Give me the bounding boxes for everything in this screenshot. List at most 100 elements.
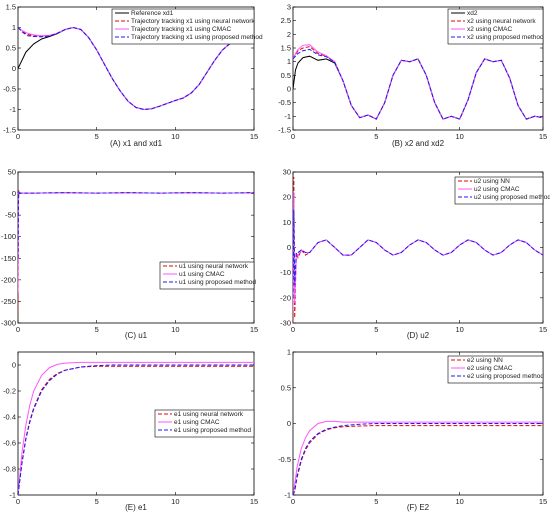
legend-label: Trajectory tracking x1 using proposed me…: [131, 34, 263, 41]
panel-caption: (B) x2 and xd2: [392, 139, 445, 148]
legend-label: x2 using CMAC: [467, 26, 512, 33]
y-tick-label: -1: [9, 491, 16, 500]
series-line: [293, 209, 543, 298]
legend-label: xd2: [467, 10, 478, 17]
y-tick-label: 30: [283, 168, 291, 177]
x-tick-label: 15: [250, 325, 258, 334]
y-tick-label: 2: [287, 30, 291, 39]
y-tick-label: -0.5: [278, 455, 291, 464]
y-tick-label: -10: [280, 268, 291, 277]
x-tick-label: 15: [539, 325, 547, 334]
x-tick-label: 0: [291, 132, 295, 141]
x-tick-label: 10: [455, 325, 463, 334]
y-tick-label: 0: [12, 64, 16, 73]
y-tick-label: -0.5: [278, 98, 291, 107]
x-tick-label: 10: [455, 132, 463, 141]
legend-label: u1 using proposed method: [179, 279, 256, 286]
panel-caption: (F) E2: [407, 503, 430, 512]
chart-panel-e: 0 5 10 15 -1 -0.8 -0.6 -0.4 -0.2 0 e1 using neural…: [3, 351, 258, 512]
legend-label: u1 using CMAC: [179, 271, 225, 278]
legend-box: [454, 176, 544, 205]
legend-label: Trajectory tracking x1 using CMAC: [131, 26, 231, 33]
plot-area: [17, 171, 255, 324]
x-tick-label: 10: [171, 132, 179, 141]
legend-label: e2 using proposed method: [467, 373, 544, 380]
y-tick-label: 1: [12, 23, 16, 32]
y-tick-label: -1.5: [278, 126, 291, 135]
legend-label: x2 using proposed method: [467, 34, 544, 41]
y-tick-label: 0: [12, 361, 16, 370]
legend-label: e1 using CMAC: [174, 419, 220, 426]
y-tick-label: 50: [8, 168, 16, 177]
legend-label: e2 using NN: [467, 357, 503, 364]
x-tick-label: 0: [291, 497, 295, 506]
legend-label: x2 using neural network: [467, 18, 536, 25]
y-tick-label: 1: [287, 57, 291, 66]
y-tick-label: 1.5: [281, 44, 291, 53]
y-tick-label: 1: [287, 348, 291, 357]
x-tick-label: 5: [95, 132, 99, 141]
y-tick-label: -0.5: [3, 85, 16, 94]
legend-label: u1 using neural network: [179, 263, 249, 270]
legend-label: e1 using neural network: [174, 411, 244, 418]
series-line: [18, 191, 254, 259]
y-tick-label: -1: [284, 112, 291, 121]
series-line: [293, 48, 543, 120]
x-tick-label: 10: [171, 325, 179, 334]
y-tick-label: -300: [1, 319, 16, 328]
chart-panel-c: 0 5 10 15 -300 -250 -200 -150 -100 -50 0 50 u1 using…: [1, 168, 258, 341]
series-line: [18, 26, 254, 111]
x-tick-label: 5: [374, 132, 378, 141]
panel-caption: (A) x1 and xd1: [110, 139, 163, 148]
y-tick-label: -1: [284, 491, 291, 500]
y-tick-label: 0.5: [281, 383, 291, 392]
y-tick-label: -1.5: [3, 126, 16, 135]
y-tick-label: -1: [9, 105, 16, 114]
x-tick-label: 10: [171, 497, 179, 506]
y-tick-label: -250: [1, 297, 16, 306]
y-tick-label: -50: [5, 211, 16, 220]
legend-label: u2 using NN: [474, 178, 510, 185]
y-tick-label: -0.4: [3, 413, 16, 422]
x-tick-label: 0: [16, 325, 20, 334]
panel-caption: (C) u1: [125, 331, 148, 340]
x-tick-label: 15: [250, 497, 258, 506]
x-tick-label: 5: [374, 325, 378, 334]
y-tick-label: -30: [280, 319, 291, 328]
x-tick-label: 15: [539, 132, 547, 141]
x-tick-label: 5: [95, 497, 99, 506]
panel-caption: (D) u2: [407, 331, 430, 340]
x-tick-label: 10: [455, 497, 463, 506]
legend-label: Trajectory tracking x1 using neural netw…: [131, 18, 255, 25]
y-tick-label: 2.5: [281, 16, 291, 25]
y-tick-label: 0: [287, 419, 291, 428]
x-tick-label: 0: [16, 132, 20, 141]
y-tick-label: -200: [1, 275, 16, 284]
y-tick-label: -20: [280, 293, 291, 302]
y-tick-label: 1.5: [6, 3, 16, 12]
x-tick-label: 15: [539, 497, 547, 506]
x-tick-label: 0: [291, 325, 295, 334]
series-line: [293, 420, 543, 495]
y-tick-label: 0: [12, 189, 16, 198]
x-tick-label: 15: [250, 132, 258, 141]
legend-label: u2 using CMAC: [474, 186, 520, 193]
legend-label: e1 using proposed method: [174, 427, 251, 434]
legend-label: u2 using proposed method: [474, 194, 550, 201]
y-tick-label: -0.8: [3, 465, 16, 474]
y-tick-label: -100: [1, 232, 16, 241]
legend-label: Reference xd1: [131, 10, 174, 17]
y-tick-label: -150: [1, 254, 16, 263]
x-tick-label: 0: [16, 497, 20, 506]
y-tick-label: 0: [287, 85, 291, 94]
series-line: [293, 425, 543, 495]
